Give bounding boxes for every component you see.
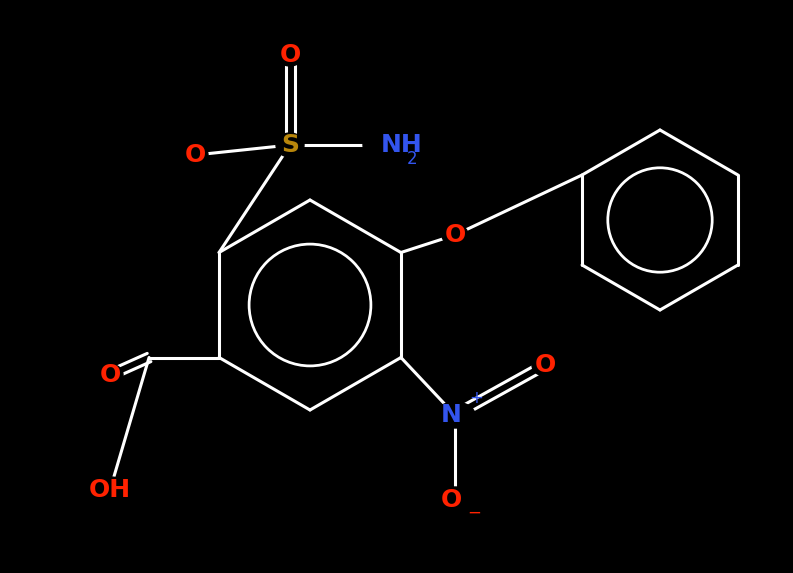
Text: S: S	[281, 133, 299, 157]
Ellipse shape	[276, 133, 304, 157]
Text: O: O	[444, 223, 465, 247]
Text: N: N	[441, 403, 462, 427]
Text: NH: NH	[381, 133, 423, 157]
Ellipse shape	[435, 402, 475, 428]
Text: O: O	[440, 488, 462, 512]
Text: O: O	[99, 363, 121, 387]
Ellipse shape	[88, 477, 132, 503]
Text: O: O	[185, 143, 205, 167]
Text: O: O	[534, 353, 556, 377]
Text: 2: 2	[407, 150, 418, 168]
Text: O: O	[279, 43, 301, 67]
Ellipse shape	[182, 144, 208, 166]
Ellipse shape	[277, 44, 303, 66]
Ellipse shape	[97, 364, 123, 386]
Ellipse shape	[532, 354, 558, 376]
Ellipse shape	[442, 224, 468, 246]
Text: −: −	[467, 504, 481, 522]
Text: +: +	[469, 389, 483, 407]
Text: OH: OH	[89, 478, 131, 502]
Ellipse shape	[363, 132, 407, 158]
Ellipse shape	[435, 487, 475, 513]
